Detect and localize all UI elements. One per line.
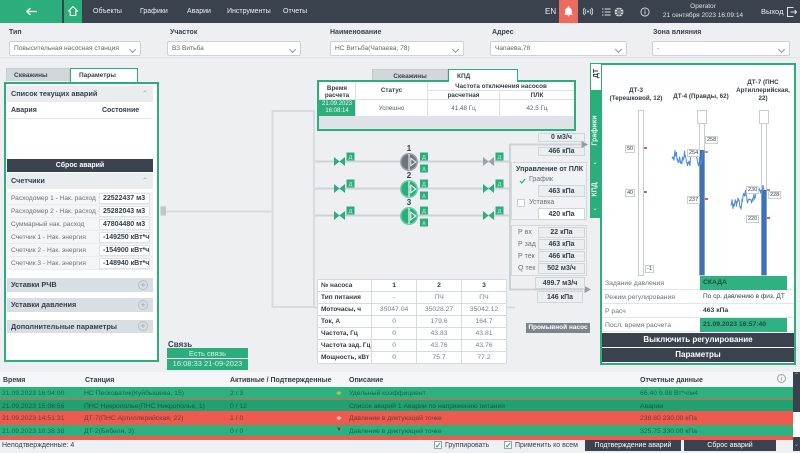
svg-text:Д: Д xyxy=(422,155,426,161)
svg-text:Д: Д xyxy=(422,182,426,188)
svg-text:2: 2 xyxy=(407,171,412,180)
svg-text:А: А xyxy=(422,221,426,227)
svg-text:А: А xyxy=(422,167,426,173)
svg-text:Д: Д xyxy=(349,209,353,215)
svg-text:Д: Д xyxy=(498,209,502,215)
svg-text:Д: Д xyxy=(349,155,353,161)
svg-text:Д: Д xyxy=(498,155,502,161)
svg-text:1: 1 xyxy=(407,144,412,153)
svg-text:Д: Д xyxy=(349,182,353,188)
svg-text:А: А xyxy=(422,194,426,200)
svg-text:Д: Д xyxy=(422,209,426,215)
svg-text:3: 3 xyxy=(407,198,412,207)
svg-text:Д: Д xyxy=(498,182,502,188)
